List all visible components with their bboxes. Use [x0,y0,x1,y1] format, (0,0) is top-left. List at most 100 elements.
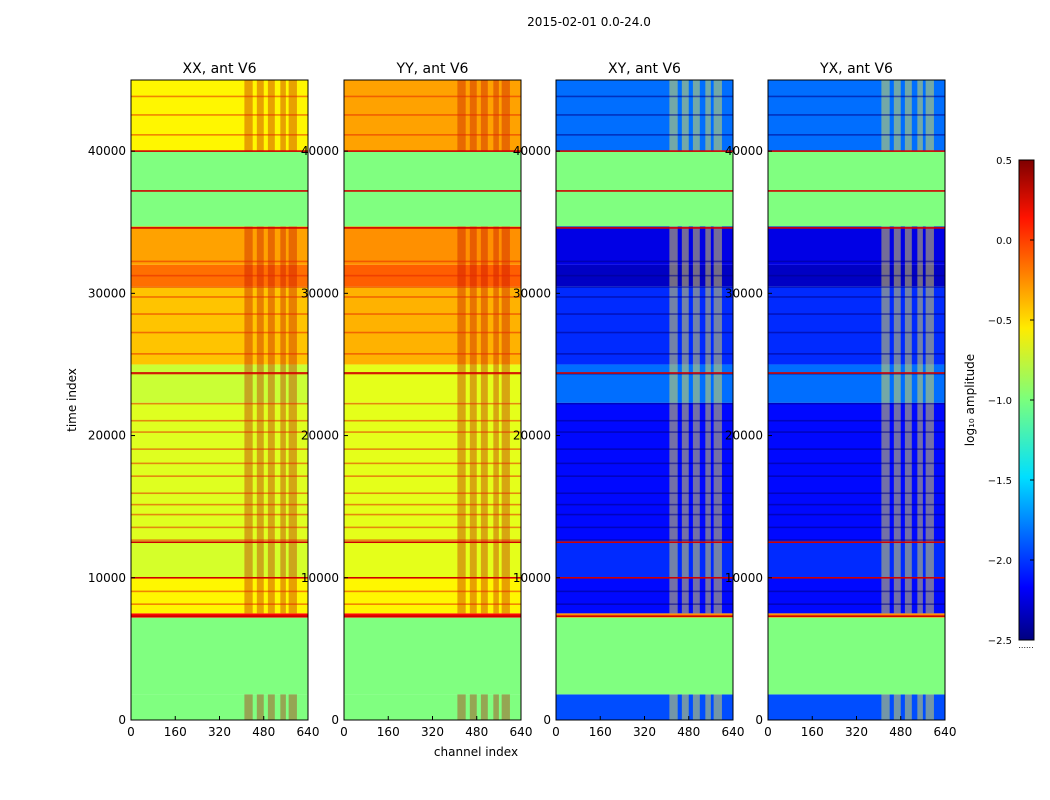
colorbar-label: log₁₀ amplitude [963,354,977,446]
heatmap-boundary-line [344,576,521,579]
heatmap-panels: XX, ant V6 0 160 320 480 640 0 10000 20000 30000 4… [88,61,957,739]
heatmap-stripe [556,448,733,450]
heatmap-stripe [556,590,733,593]
heatmap-boundary-line [131,615,308,617]
heatmap-stripe [768,95,945,98]
heatmap-stripe [131,539,308,541]
heatmap-stripe [131,313,308,315]
y-tick-label: 30000 [513,286,551,300]
y-tick-label: 10000 [301,571,339,585]
heatmap-band [344,151,521,190]
heatmap-stripe [131,353,308,355]
heatmap-boundary-line [768,372,945,374]
heatmap-band [556,286,733,365]
heatmap-band [556,402,733,541]
x-tick-label: 320 [633,725,656,739]
y-tick-label: 20000 [513,429,551,443]
heatmap-boundary-line [556,150,733,152]
heatmap-stripe [768,431,945,433]
heatmap-stripe [131,475,308,477]
heatmap-stripe [556,492,733,495]
colorbar: 0.5 0.0 −0.5 −1.0 −1.5 −2.0 −2.5 ...... log₁₀ … [963,156,1035,650]
heatmap-stripe [344,114,521,116]
heatmap-rfi-region [256,694,264,720]
y-tick-label: 40000 [301,144,339,158]
heatmap-stripe [768,313,945,315]
heatmap-boundary-line [556,576,733,579]
figure-title: 2015-02-01 0.0-24.0 [527,15,651,29]
heatmap-boundary-line [556,227,733,229]
heatmap-boundary-line [131,541,308,544]
heatmap-stripe [131,513,308,516]
heatmap-band [131,577,308,614]
colorbar-tick-label: −0.5 [988,316,1012,327]
heatmap-rfi-region [705,694,711,720]
heatmap-stripe [556,462,733,465]
heatmap-boundary-line [556,190,733,192]
heatmap-stripe [344,331,521,334]
heatmap-band [556,540,733,578]
heatmap-stripe [556,95,733,98]
heatmap-band [131,617,308,695]
panel-title: XY, ant V6 [608,61,681,77]
x-tick-label: 320 [421,725,444,739]
heatmap-boundary-line [131,150,308,152]
heatmap-stripe [131,503,308,506]
heatmap-stripe [556,419,733,422]
heatmap-band [768,151,945,190]
heatmap-stripe [131,448,308,450]
panel-title: YY, ant V6 [396,61,469,77]
heatmap-band [556,364,733,403]
heatmap-stripe [344,475,521,477]
heatmap-stripe [768,296,945,298]
heatmap-stripe [768,331,945,334]
colorbar-ticks: 0.5 0.0 −0.5 −1.0 −1.5 −2.0 −2.5 [988,156,1034,647]
heatmap-boundary-line [768,190,945,192]
heatmap-stripe [556,260,733,263]
y-tick-label: 10000 [88,571,126,585]
y-tick-label: 0 [118,713,126,727]
heatmap-stripe [131,260,308,263]
colorbar-under-marker: ...... [1018,641,1033,650]
x-tick-label: 320 [208,725,231,739]
x-tick-label: 160 [377,725,400,739]
heatmap-stripe [131,526,308,529]
heatmap-rfi-region [669,694,678,720]
y-tick-label: 40000 [725,144,763,158]
heatmap-band [556,577,733,614]
y-axis-label: time index [65,368,79,432]
y-tick-label: 20000 [301,429,339,443]
heatmap-band [344,189,521,227]
y-tick-label: 0 [755,713,763,727]
heatmap-stripe [556,114,733,116]
heatmap-stripe [344,95,521,98]
y-tick-label: 0 [331,713,339,727]
colorbar-tick-label: −2.0 [988,556,1012,567]
y-tick-label: 10000 [725,571,763,585]
heatmap-rfi-region [917,694,923,720]
heatmap-band [344,617,521,695]
heatmap-stripe [344,492,521,495]
heatmap-stripe [556,402,733,405]
heatmap-band [344,577,521,614]
x-tick-label: 480 [465,725,488,739]
x-tick-label: 320 [845,725,868,739]
heatmap-stripe [131,603,308,605]
heatmap-rfi-region [493,694,499,720]
heatmap-rfi-region [457,694,466,720]
y-tick-label: 40000 [513,144,551,158]
heatmap-rfi-region [244,694,253,720]
heatmap-rfi-region [288,694,297,720]
heatmap-panel-4: YX, ant V6 0 160 320 480 640 0 10000 20000 30000 4… [725,61,957,739]
heatmap-rfi-region [904,694,912,720]
heatmap-band [768,364,945,403]
heatmap-rfi-region [713,694,722,720]
heatmap-band [768,577,945,614]
heatmap-boundary-line [556,541,733,544]
colorbar-tick-label: −2.5 [988,636,1012,647]
heatmap-band [131,286,308,365]
heatmap-stripe [556,296,733,298]
heatmap-band [131,189,308,227]
heatmap-stripe [131,274,308,277]
